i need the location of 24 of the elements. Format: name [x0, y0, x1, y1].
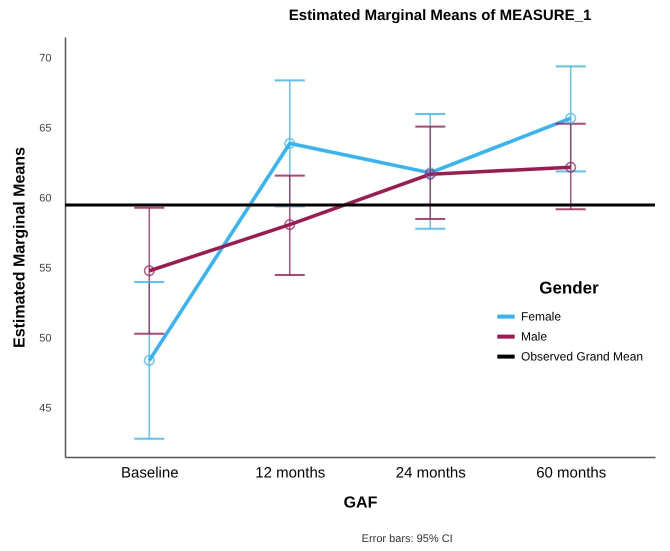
point [565, 162, 576, 173]
point [565, 112, 576, 124]
x-tick-label: 24 months [396, 464, 466, 482]
legend-label: Female [521, 310, 562, 324]
y-axis-title: Estimated Marginal Means [11, 146, 28, 348]
point [284, 219, 296, 230]
y-tick-label: 70 [39, 52, 52, 64]
chart-title: Estimated Marginal Means of MEASURE_1 [288, 7, 592, 24]
x-axis-title: GAF [344, 494, 378, 512]
x-tick-label: 60 months [536, 464, 606, 482]
legend-label: Observed Grand Mean [521, 350, 644, 364]
legend-title: Gender [539, 278, 600, 298]
y-tick-label: 50 [39, 332, 52, 344]
y-tick-label: 55 [39, 262, 52, 274]
x-tick-label: 12 months [255, 464, 326, 482]
point [144, 265, 155, 276]
legend-label: Male [521, 330, 548, 344]
y-tick-label: 65 [39, 122, 52, 134]
point [144, 354, 155, 366]
x-tick-label: Baseline [121, 464, 179, 482]
text: Error bars: 95% CI [362, 533, 453, 545]
y-tick-label: 45 [39, 402, 52, 414]
point [284, 138, 296, 149]
y-tick-label: 60 [39, 192, 52, 204]
